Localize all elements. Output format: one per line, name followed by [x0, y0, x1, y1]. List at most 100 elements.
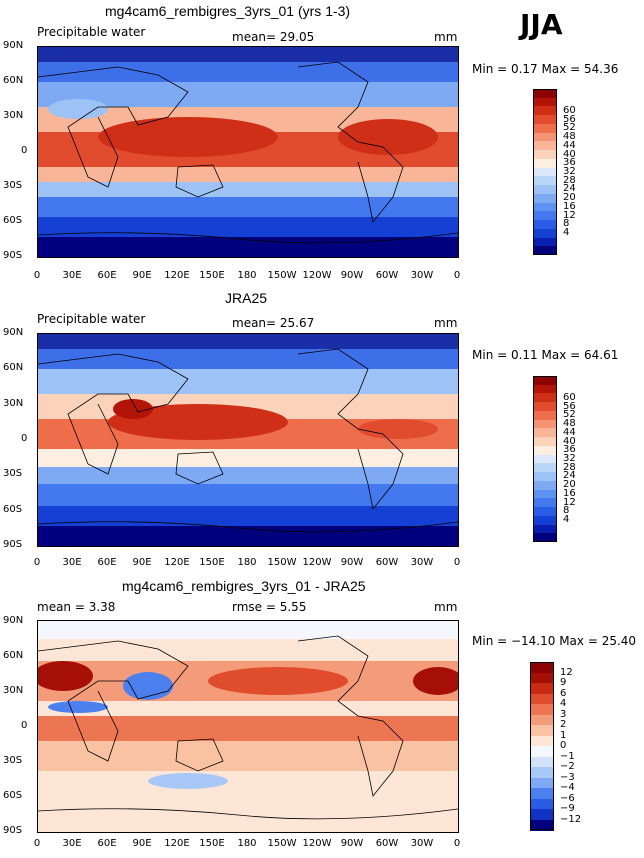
- colorbar-segment: [533, 384, 557, 394]
- colorbar-label: 16: [563, 200, 576, 212]
- minmax-label: Min = 0.11 Max = 64.61: [472, 348, 619, 362]
- band: [38, 741, 458, 771]
- colorbar: 60 56 52 48 44 40 36 32 28 24 20 16 12 8 4: [533, 89, 576, 256]
- colorbar-label: 16: [563, 487, 576, 499]
- colorbar-border: [530, 662, 554, 830]
- colorbar-segment: [533, 237, 557, 247]
- panel-title: JRA25: [225, 290, 268, 306]
- band: [38, 82, 458, 107]
- warm-pool: [98, 117, 278, 157]
- colorbar-label: 28: [563, 461, 576, 473]
- colorbar-label: 36: [563, 444, 576, 456]
- y-tick-label: 30S: [3, 180, 23, 191]
- x-tick-label: 90E: [132, 270, 152, 281]
- colorbar: 60 56 52 48 44 40 36 32 28 24 20 16 12 8 4: [533, 376, 576, 543]
- colorbar-segment: [533, 106, 557, 116]
- season-label: JJA: [520, 8, 563, 41]
- x-tick-label: 120W: [302, 557, 332, 568]
- colorbar-segment: [533, 480, 557, 490]
- x-tick-label: 60W: [375, 557, 399, 568]
- colorbar-label: 8: [563, 218, 570, 230]
- colorbar-segment: [530, 746, 554, 757]
- colorbar-label: 52: [563, 122, 576, 134]
- difference-map: [37, 620, 459, 833]
- colorbar-label: 48: [563, 418, 576, 430]
- band: [38, 621, 458, 639]
- x-tick-label: 0: [33, 838, 41, 849]
- x-tick-label: 180: [237, 270, 257, 281]
- x-tick-label: 90E: [132, 838, 152, 849]
- x-tick-label: 150E: [199, 838, 225, 849]
- colorbar-segment: [533, 228, 557, 238]
- x-tick-label: 120E: [164, 838, 190, 849]
- y-tick-label: 60N: [3, 362, 24, 373]
- colorbar-segment: [530, 683, 554, 694]
- sahara-dry: [48, 99, 108, 119]
- colorbar-label: 60: [563, 104, 576, 116]
- colorbar-segment: [530, 725, 554, 736]
- colorbar-segment: [533, 132, 557, 142]
- precip-map: [37, 46, 459, 258]
- colorbar: 12 9 6 4 3 2 1 0 −1 −2 −3 −4 −6 −9 −12: [530, 662, 581, 831]
- warm-pool: [108, 404, 288, 440]
- precip-map-svg: [38, 47, 458, 257]
- x-tick-label: 90E: [132, 557, 152, 568]
- x-tick-label: 90W: [340, 557, 364, 568]
- units-label: mm: [434, 316, 458, 330]
- colorbar-border: [533, 376, 557, 542]
- colorbar-segment: [533, 402, 557, 412]
- colorbar-label: 32: [563, 453, 576, 464]
- x-axis: 0 30E 60E 90E 120E 150E 180 150W 120W 90W 60W 30W 0: [33, 838, 461, 852]
- x-tick-label: 180: [237, 838, 257, 849]
- mean-label: mean= 29.05: [232, 30, 315, 44]
- band: [38, 349, 458, 369]
- coastline: [38, 232, 458, 244]
- colorbar-segment: [533, 176, 557, 186]
- panel-title: mg4cam6_rembigres_3yrs_01 - JRA25: [122, 578, 366, 594]
- colorbar-segment: [533, 454, 557, 464]
- coastline: [297, 348, 404, 510]
- x-tick-label: 60E: [97, 270, 117, 281]
- colorbar-label: 20: [563, 479, 576, 491]
- colorbar-segment: [533, 97, 557, 107]
- colorbar-segment: [533, 498, 557, 508]
- band: [38, 369, 458, 394]
- y-tick-label: 30N: [3, 110, 24, 121]
- colorbar-label: 60: [563, 391, 576, 403]
- colorbar-segment: [530, 662, 554, 673]
- colorbar-label: 44: [563, 139, 576, 151]
- colorbar-label: −3: [560, 771, 575, 783]
- colorbar-border: [533, 89, 557, 255]
- colorbar-label: 20: [563, 192, 576, 204]
- colorbar-segment: [533, 533, 557, 543]
- colorbar-segment: [533, 515, 557, 525]
- band: [38, 62, 458, 82]
- colorbar-label: −1: [560, 750, 575, 762]
- x-tick-label: 150E: [199, 557, 225, 568]
- minmax-label: Min = 0.17 Max = 54.36: [472, 62, 619, 76]
- coastline: [38, 808, 458, 820]
- minmax-label: Min = −14.10 Max = 25.40: [472, 634, 637, 648]
- colorbar-segment: [533, 89, 557, 98]
- colorbar-label: 44: [563, 426, 576, 438]
- x-tick-label: 150E: [199, 270, 225, 281]
- atlantic-pos: [413, 667, 458, 695]
- x-tick-label: 120E: [164, 557, 190, 568]
- y-tick-label: 90N: [3, 327, 24, 338]
- atlantic-warm: [338, 119, 438, 155]
- colorbar-segment: [533, 419, 557, 429]
- coastline: [38, 66, 189, 188]
- band: [38, 167, 458, 182]
- x-tick-label: 0: [453, 838, 461, 849]
- colorbar-segment: [530, 704, 554, 715]
- colorbar-label: 52: [563, 409, 576, 421]
- x-tick-label: 30W: [410, 838, 434, 849]
- colorbar-segment: [533, 428, 557, 438]
- colorbar-segment: [530, 777, 554, 789]
- colorbar-segment: [533, 115, 557, 125]
- colorbar-segment: [533, 185, 557, 195]
- x-tick-label: 0: [453, 270, 461, 281]
- y-tick-label: 30N: [3, 685, 24, 696]
- colorbar-segment: [530, 788, 554, 799]
- x-tick-label: 120E: [164, 270, 190, 281]
